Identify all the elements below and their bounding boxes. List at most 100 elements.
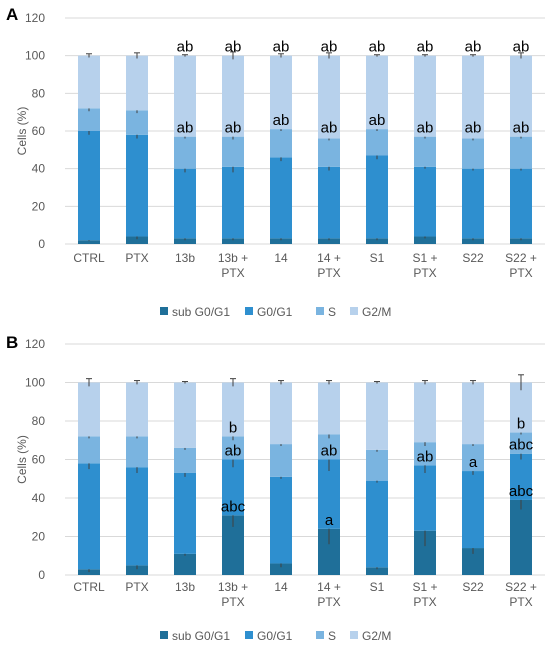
significance-label: abc <box>509 483 534 500</box>
bar-segment <box>222 238 244 244</box>
significance-label: a <box>469 454 478 471</box>
category-label: 14 <box>274 580 288 594</box>
bar-segment <box>366 238 388 244</box>
bar-segment <box>174 472 196 554</box>
bar-segment <box>270 444 292 477</box>
bar-segment <box>78 382 100 437</box>
significance-label: ab <box>513 39 530 56</box>
bar-segment <box>126 382 148 437</box>
category-label-line: PTX <box>509 266 532 280</box>
significance-label: abc <box>509 437 534 454</box>
category-label-line: 13b <box>175 251 195 265</box>
category-label-line: PTX <box>413 595 436 609</box>
significance-label: ab <box>369 112 386 129</box>
bar-segment <box>462 55 484 139</box>
significance-label: ab <box>177 39 194 56</box>
category-label: S1 <box>370 251 385 265</box>
significance-label: ab <box>177 120 194 137</box>
y-tick-label: 60 <box>32 124 46 138</box>
legend-swatch <box>350 307 358 315</box>
bar-segment <box>78 436 100 464</box>
y-tick-label: 100 <box>25 49 45 63</box>
category-label: S22 + PTX <box>505 580 537 609</box>
bar-segment <box>414 236 436 244</box>
significance-label: ab <box>417 39 434 56</box>
y-tick-label: 40 <box>32 162 46 176</box>
category-label-line: S22 <box>462 251 484 265</box>
category-label: PTX <box>125 580 148 594</box>
panel-a: A 0 20 40 60 80 100 120 Cells (%) CTRL PTX 13b 13b +… <box>6 5 545 319</box>
bar-segment <box>78 55 100 109</box>
bar-segment <box>270 157 292 239</box>
bar-segment <box>222 166 244 239</box>
bar-segment <box>462 444 484 472</box>
bar-segment <box>414 166 436 237</box>
category-label-line: S1 <box>370 251 385 265</box>
bar-segment <box>174 238 196 244</box>
legend-swatch <box>160 307 168 315</box>
bar-segment <box>174 55 196 137</box>
panel-letter: A <box>6 5 18 24</box>
category-label: S1 + PTX <box>412 251 437 280</box>
significance-label: ab <box>321 443 338 460</box>
y-axis-label: Cells (%) <box>15 107 29 156</box>
bar-segment <box>126 55 148 111</box>
significance-label: ab <box>225 39 242 56</box>
bar-segment <box>270 238 292 244</box>
y-tick-label: 80 <box>32 86 46 100</box>
bar-segment <box>510 382 532 433</box>
bar-segment <box>270 129 292 158</box>
bar-segment <box>318 238 340 244</box>
bar-segment <box>174 382 196 448</box>
bar-segment <box>222 436 244 460</box>
bar-segment <box>462 168 484 239</box>
category-label: S22 <box>462 580 484 594</box>
legend-swatch <box>160 631 168 639</box>
y-tick-label: 80 <box>32 414 46 428</box>
legend-label: G2/M <box>362 629 391 643</box>
y-tick-label: 20 <box>32 530 46 544</box>
bar-segment <box>510 499 532 575</box>
category-label: S22 <box>462 251 484 265</box>
legend-label: sub G0/G1 <box>172 629 230 643</box>
bar-segment <box>174 553 196 575</box>
bar-segment <box>270 382 292 445</box>
legend-label: G0/G1 <box>257 305 293 319</box>
category-label-line: S22 + <box>505 251 537 265</box>
bar-segment <box>318 459 340 529</box>
bar-segment <box>174 168 196 239</box>
bar-segment <box>318 55 340 139</box>
bar-segment <box>126 236 148 244</box>
significance-label: b <box>517 416 525 433</box>
bar-segment <box>462 238 484 244</box>
bar-segment <box>318 382 340 435</box>
bar-segment <box>414 382 436 443</box>
category-label: CTRL <box>73 580 105 594</box>
bar-segment <box>222 55 244 137</box>
category-label-line: PTX <box>221 595 244 609</box>
category-label-line: 14 <box>274 580 288 594</box>
significance-label: ab <box>273 112 290 129</box>
bar-segment <box>174 136 196 169</box>
category-label: 14 <box>274 251 288 265</box>
y-tick-label: 100 <box>25 376 45 390</box>
bar-segment <box>414 136 436 167</box>
legend-label: S <box>328 629 336 643</box>
significance-label: ab <box>321 120 338 137</box>
bar-segment <box>222 382 244 437</box>
y-tick-label: 60 <box>32 453 46 467</box>
category-label-line: S1 + <box>412 580 437 594</box>
y-tick-label: 40 <box>32 491 46 505</box>
bar-segment <box>510 168 532 239</box>
bar-segment <box>510 238 532 244</box>
y-tick-label: 20 <box>32 199 46 213</box>
bar-segment <box>366 382 388 450</box>
category-label-line: PTX <box>125 251 148 265</box>
category-label-line: PTX <box>221 266 244 280</box>
category-label-line: 14 + <box>317 251 341 265</box>
panel-b: B 0 20 40 60 80 100 120 Cells (%) CTRL PTX 13b 13b +… <box>6 333 545 643</box>
bar-segment <box>462 382 484 445</box>
legend-swatch <box>245 631 253 639</box>
y-tick-label: 0 <box>38 237 45 251</box>
bar-segment <box>126 134 148 237</box>
